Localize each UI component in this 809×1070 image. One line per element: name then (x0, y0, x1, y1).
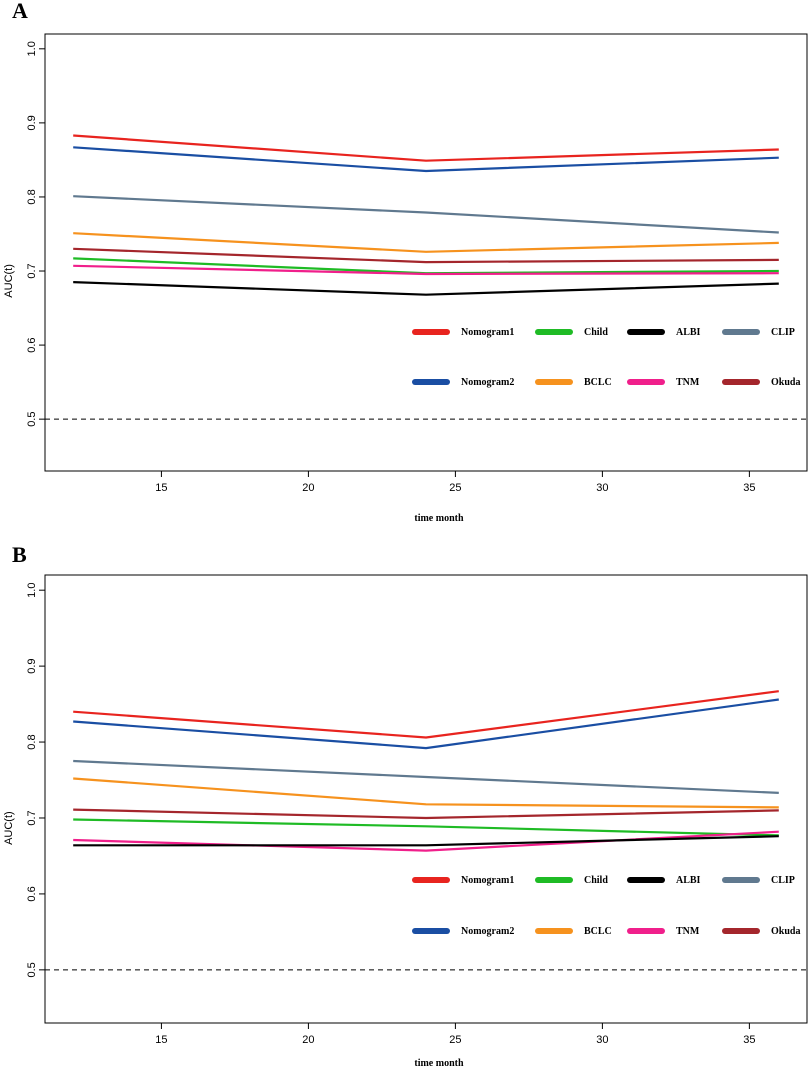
panel-label: A (12, 0, 28, 23)
y-tick-label: 0.7 (26, 810, 38, 825)
y-tick-label: 1.0 (26, 583, 38, 598)
legend-label-clip: CLIP (771, 875, 795, 886)
y-tick-label: 0.7 (26, 263, 38, 278)
legend-label-child: Child (584, 875, 608, 886)
series-line-tnm (73, 264, 779, 276)
legend-label-okuda: Okuda (771, 926, 800, 937)
series-line-nomogram2 (73, 146, 779, 173)
legend-label-albi: ALBI (676, 875, 701, 886)
legend-label-nomogram2: Nomogram2 (461, 377, 514, 388)
legend-label-bclc: BCLC (584, 926, 612, 937)
chart-b: 15 20 25 30 35 0.5 0.6 0.7 0.8 0.9 1.0 time month AU… (3, 574, 808, 1069)
series-line-child (73, 818, 779, 837)
series-line-okuda (73, 247, 779, 264)
series-line-okuda (73, 808, 779, 820)
y-tick-label: 1.0 (26, 41, 38, 56)
x-tick-label: 30 (596, 482, 608, 494)
x-tick-label: 25 (449, 1034, 461, 1046)
y-tick-label: 0.6 (26, 337, 38, 352)
y-tick-label: 0.8 (26, 734, 38, 749)
series-line-bclc (73, 777, 779, 809)
y-tick-label: 0.5 (26, 962, 38, 977)
series-line-bclc (73, 232, 779, 253)
chart-panel-b: B 15 20 25 30 35 0.5 0.6 0.7 0.8 0.9 1.0 time month… (0, 540, 809, 1070)
legend-label-tnm: TNM (676, 377, 700, 388)
chart-panel-a: A 15 20 25 30 35 0.5 0.6 0.7 0.8 0.9 1.0 time month… (3, 0, 808, 524)
y-tick-label: 0.9 (26, 115, 38, 130)
y-tick-label: 0.5 (26, 412, 38, 427)
legend-label-nomogram1: Nomogram1 (461, 327, 514, 338)
plot-frame (44, 574, 808, 1024)
x-tick-label: 20 (302, 482, 314, 494)
series-line-clip (73, 759, 779, 794)
y-axis-title: AUC(t) (3, 264, 15, 298)
legend-label-nomogram1: Nomogram1 (461, 875, 514, 886)
plot-frame (44, 33, 808, 472)
x-tick-label: 20 (302, 1034, 314, 1046)
x-tick-label: 15 (155, 1034, 167, 1046)
legend-label-clip: CLIP (771, 327, 795, 338)
legend-label-child: Child (584, 327, 608, 338)
series-line-nomogram1 (73, 134, 779, 162)
x-tick-label: 15 (155, 482, 167, 494)
x-tick-label: 35 (743, 482, 755, 494)
y-tick-label: 0.6 (26, 886, 38, 901)
x-tick-label: 25 (449, 482, 461, 494)
series-line-nomogram2 (73, 698, 779, 750)
series-line-tnm (73, 830, 779, 852)
series-line-clip (73, 195, 779, 234)
x-axis-title: time month (414, 513, 464, 524)
legend-label-bclc: BCLC (584, 377, 612, 388)
legend-label-tnm: TNM (676, 926, 700, 937)
legend-label-nomogram2: Nomogram2 (461, 926, 514, 937)
x-tick-label: 30 (596, 1034, 608, 1046)
legend-label-okuda: Okuda (771, 377, 800, 388)
chart-a: 15 20 25 30 35 0.5 0.6 0.7 0.8 0.9 1.0 time month AU… (3, 33, 808, 524)
x-axis-title: time month (414, 1058, 464, 1069)
y-tick-label: 0.9 (26, 658, 38, 673)
y-axis-title: AUC(t) (3, 811, 15, 845)
x-tick-label: 35 (743, 1034, 755, 1046)
series-line-nomogram1 (73, 690, 779, 739)
legend-label-albi: ALBI (676, 327, 701, 338)
y-tick-label: 0.8 (26, 189, 38, 204)
series-line-albi (73, 835, 779, 847)
series-line-albi (73, 281, 779, 296)
panel-label: B (12, 542, 27, 567)
